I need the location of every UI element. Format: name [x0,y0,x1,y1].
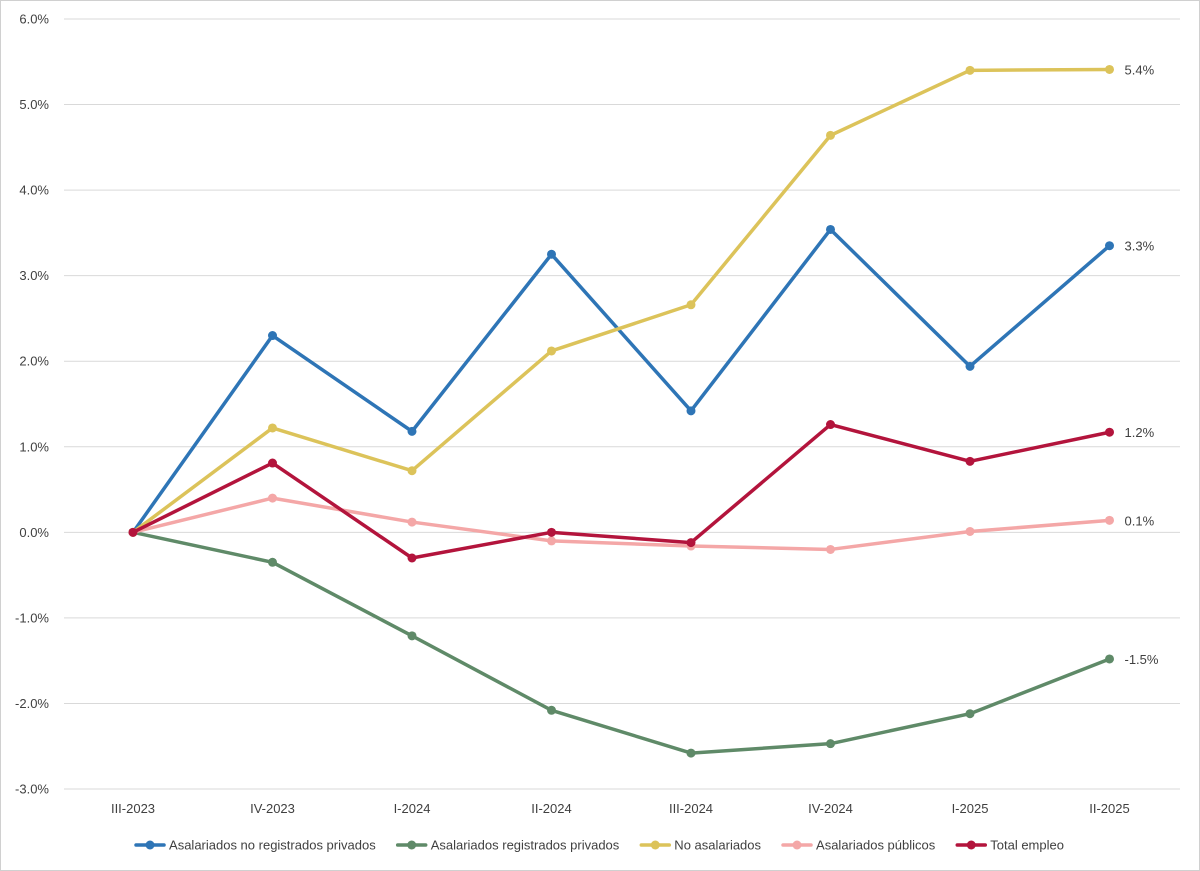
series-lines [128,64,1114,758]
legend: Asalariados no registrados privados Asala… [134,838,1064,853]
data-point [686,300,696,310]
legend-label: Total empleo [990,838,1064,853]
series-line-no-asalariados [131,67,1112,535]
data-point [268,423,277,433]
data-point [826,544,835,554]
x-axis-tick-labels: III-2023 IV-2023 I-2024 II-2024 III-2024 IV-2… [111,801,1130,816]
legend-label: No asalariados [674,838,761,853]
x-tick-label: II-2024 [531,801,571,816]
series-line-asalariados-publicos [131,496,1112,552]
data-point [965,709,975,719]
data-point [407,553,417,563]
data-point [686,538,696,548]
legend-label: Asalariados registrados privados [431,838,620,853]
data-point [547,527,556,537]
data-point [826,130,835,140]
data-point [965,361,975,371]
data-point [547,705,556,715]
x-tick-label: III-2023 [111,801,155,816]
series-total-empleo [128,420,1114,563]
y-tick-label: -2.0% [15,696,49,711]
data-point [128,527,138,537]
y-tick-label: -1.0% [15,610,49,625]
data-point [407,466,417,476]
data-point [1105,654,1114,664]
end-value-label-asalariados-no-registrados-privados: 3.3% [1125,239,1155,254]
end-value-labels: 3.3% -1.5% 5.4% 0.1% 1.2% [1125,62,1159,666]
series-line-asalariados-registrados-privados [131,530,1112,755]
data-point [547,249,556,259]
y-tick-label: 4.0% [19,183,49,198]
series-line-total-empleo [131,422,1112,560]
x-tick-label: I-2024 [394,801,431,816]
legend-marker [650,840,660,850]
y-tick-label: 2.0% [19,354,49,369]
data-point [268,331,277,341]
y-tick-label: -3.0% [15,782,49,797]
y-tick-label: 0.0% [19,525,49,540]
series-line-asalariados-no-registrados-privados [131,227,1112,535]
legend-item-no-asalariados: No asalariados [639,838,762,853]
x-tick-label: I-2025 [952,801,989,816]
data-point [1105,64,1114,74]
y-tick-label: 5.0% [19,97,49,112]
data-point [1105,241,1114,251]
end-value-label-total-empleo: 1.2% [1125,425,1155,440]
x-tick-label: III-2024 [669,801,713,816]
data-point [1105,515,1114,525]
data-point [268,493,277,503]
x-tick-label: IV-2023 [250,801,295,816]
data-point [407,426,417,436]
data-point [547,346,556,356]
data-point [826,739,835,749]
legend-marker [407,840,417,850]
legend-label: Asalariados no registrados privados [169,838,376,853]
y-axis-tick-labels: 6.0% 5.0% 4.0% 3.0% 2.0% 1.0% 0.0% -1.0% -2.0% -3… [15,12,49,797]
data-point [547,536,556,546]
y-tick-label: 6.0% [19,12,49,27]
data-point [268,557,277,567]
end-value-label-no-asalariados: 5.4% [1125,62,1155,77]
legend-item-asalariados-no-registrados-privados: Asalariados no registrados privados [134,838,376,853]
legend-label: Asalariados públicos [816,838,936,853]
data-point [268,458,277,468]
legend-item-asalariados-registrados-privados: Asalariados registrados privados [395,838,620,853]
data-point [965,456,975,466]
y-tick-label: 3.0% [19,268,49,283]
y-tick-label: 1.0% [19,439,49,454]
data-point [686,406,696,416]
legend-item-total-empleo: Total empleo [955,838,1064,853]
data-point [965,526,975,536]
legend-marker [966,840,976,850]
end-value-label-asalariados-registrados-privados: -1.5% [1125,652,1159,667]
end-value-label-asalariados-publicos: 0.1% [1125,513,1155,528]
data-point [826,420,835,430]
data-point [407,517,417,527]
data-point [965,65,975,75]
x-tick-label: IV-2024 [808,801,853,816]
data-point [826,224,835,234]
data-point [407,631,417,641]
data-point [686,748,696,758]
legend-marker [792,840,802,850]
legend-item-asalariados-publicos: Asalariados públicos [781,838,936,853]
data-point [1105,427,1114,437]
x-tick-label: II-2025 [1089,801,1129,816]
legend-marker [145,840,155,850]
